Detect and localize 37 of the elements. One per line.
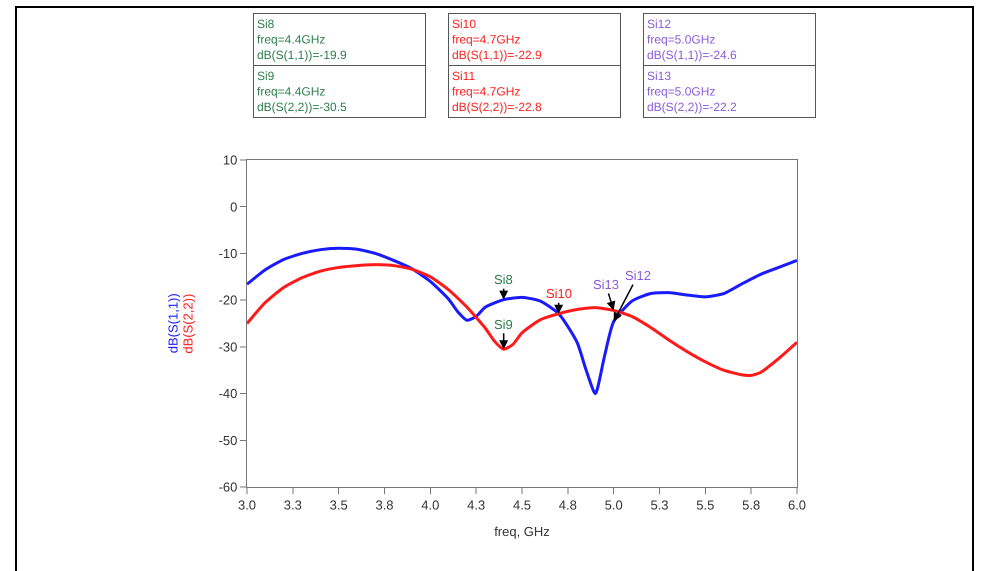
x-tick-label: 4.3: [467, 498, 486, 513]
line-series: [247, 246, 797, 396]
text: Si12 freq=5.0GHz dB(S(1,1))=-24.6: [647, 17, 738, 62]
text: Si9 freq=4.4GHz dB(S(2,2))=-30.5: [257, 69, 348, 114]
y-tick-label: -20: [218, 292, 238, 308]
y-tick-label: 0: [230, 199, 238, 214]
text: Si8 freq=4.4GHz dB(S(1,1))=-19.9: [257, 17, 348, 62]
text: dB(S(1,1)): [165, 293, 180, 354]
x-tick-label: 4.5: [512, 498, 532, 513]
text: Si11 freq=4.7GHz dB(S(2,2))=-22.8: [452, 69, 542, 114]
x-tick-label: 3.3: [284, 498, 302, 513]
annotation: Si9: [494, 317, 513, 332]
annotation: Si13: [593, 277, 620, 292]
y-tick-label: -50: [218, 432, 238, 448]
x-tick-label: 5.0: [604, 498, 623, 513]
y-tick-label: -60: [218, 480, 238, 495]
annotation: Si8: [494, 272, 513, 287]
y-tick-label: -40: [218, 386, 238, 402]
x-tick-label: 3.5: [330, 498, 348, 513]
text: Si10 freq=4.7GHz dB(S(1,1))=-22.9: [452, 17, 542, 62]
x-tick-label: 4.0: [421, 498, 440, 513]
text: Si13 freq=5.0GHz dB(S(2,2))=-22.2: [647, 69, 738, 114]
annotation: Si10: [546, 286, 572, 301]
x-tick-label: 5.3: [650, 498, 669, 513]
x-tick-label: 5.8: [742, 498, 760, 513]
annotation: Si12: [625, 268, 652, 283]
text: dB(S(2,2)): [180, 294, 196, 354]
x-tick-label: 6.0: [788, 498, 806, 513]
x-tick-label: 4.8: [558, 498, 577, 513]
x-axis-title: freq, GHz: [494, 524, 550, 540]
x-tick-label: 3.8: [375, 498, 394, 513]
line-series: [247, 263, 797, 377]
x-tick-label: 5.5: [696, 498, 714, 513]
x-tick-label: 3.0: [238, 498, 256, 513]
y-tick-label: 10: [222, 152, 238, 168]
y-tick-label: -10: [218, 246, 238, 261]
y-tick-label: -30: [218, 339, 238, 354]
